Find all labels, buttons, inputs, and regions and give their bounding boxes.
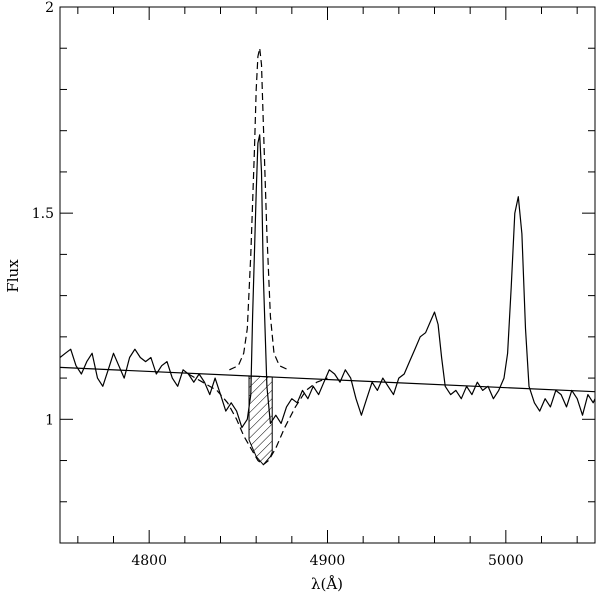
observed-spectrum-line xyxy=(60,134,595,429)
x-tick-label: 4900 xyxy=(310,553,346,569)
emission-model-line xyxy=(229,47,289,371)
y-tick-label: 1.5 xyxy=(32,206,54,222)
y-tick-label: 2 xyxy=(45,0,54,16)
x-tick-label: 4800 xyxy=(131,553,167,569)
data-layer xyxy=(60,47,595,466)
x-tick-label: 5000 xyxy=(488,553,524,569)
y-tick-label: 1 xyxy=(45,412,54,428)
plot-frame xyxy=(59,6,596,544)
axis-ticks xyxy=(60,6,595,543)
continuum-line xyxy=(60,366,595,393)
tick-labels: 4800 4900 5000 1 1.5 2 xyxy=(32,0,524,569)
y-axis-label: Flux xyxy=(4,259,22,293)
x-axis-label: λ(Å) xyxy=(311,575,343,593)
